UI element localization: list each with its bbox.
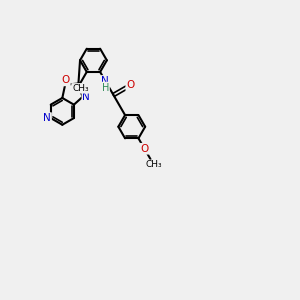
Text: H: H — [102, 82, 109, 92]
Text: N: N — [43, 113, 51, 123]
Text: O: O — [140, 144, 148, 154]
Text: N: N — [101, 76, 109, 86]
Text: CH₃: CH₃ — [72, 84, 89, 93]
Text: CH₃: CH₃ — [146, 160, 162, 169]
Text: O: O — [61, 75, 70, 85]
Text: O: O — [126, 80, 134, 90]
Text: N: N — [82, 92, 90, 102]
